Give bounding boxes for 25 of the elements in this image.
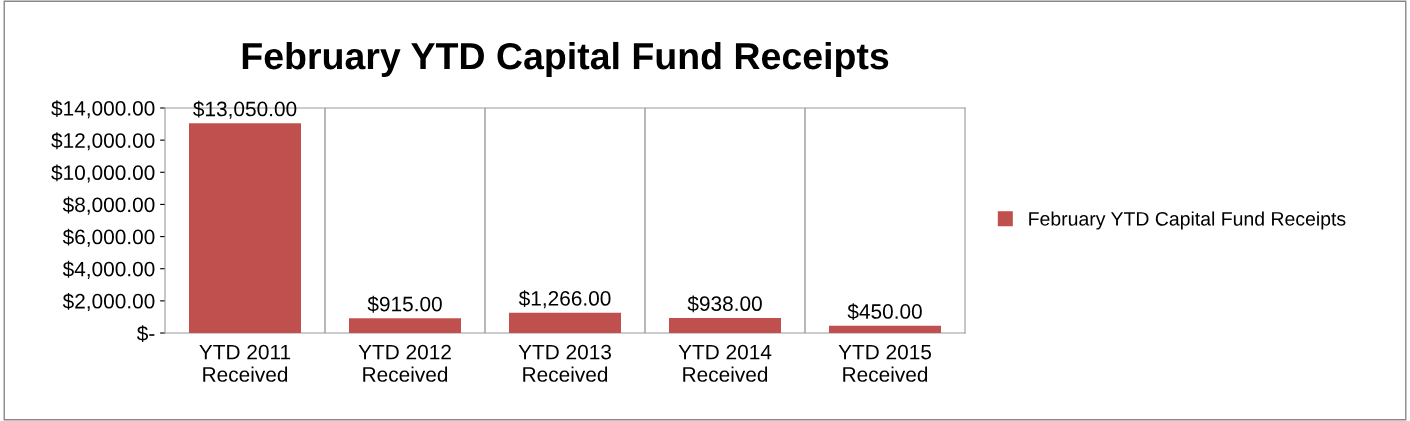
legend-label: February YTD Capital Fund Receipts [1029,211,1346,230]
y-tick-label: $12,000.00 [51,132,155,151]
bar [669,317,781,333]
x-tick-label: YTD 2012 Received [358,344,451,382]
x-tick-label: YTD 2013 Received [518,344,611,382]
bar [509,312,621,333]
chart-title: February YTD Capital Fund Receipts [242,41,889,77]
y-tick-label: $8,000.00 [62,196,155,215]
data-label: $938.00 [687,295,762,313]
bar [189,123,301,333]
y-tick-label: $14,000.00 [51,100,155,119]
x-tick-label: YTD 2014 Received [678,344,772,382]
data-label: $450.00 [847,303,922,321]
data-label: $1,266.00 [518,290,611,309]
bar [349,318,461,333]
y-tick-label: $6,000.00 [62,228,155,247]
data-label: $13,050.00 [193,100,297,119]
y-tick-label: $- [136,325,155,342]
bar [829,325,941,333]
y-tick-label: $10,000.00 [51,164,155,183]
data-label: $915.00 [367,295,442,313]
x-tick-label: YTD 2015 Received [838,344,932,382]
y-tick-label: $2,000.00 [62,292,155,312]
x-tick-label: YTD 2011 Received [199,344,291,382]
y-tick-label: $4,000.00 [62,260,155,279]
